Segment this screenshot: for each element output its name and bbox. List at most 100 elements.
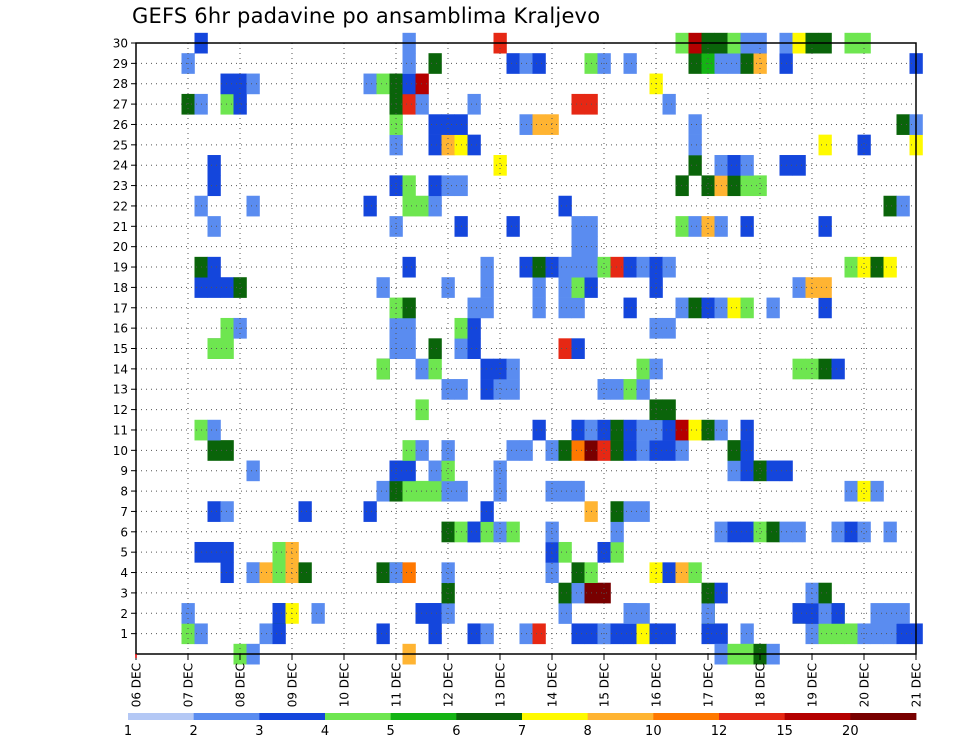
heatmap-cell bbox=[610, 541, 624, 563]
heatmap-cell bbox=[246, 73, 260, 95]
heatmap-cell bbox=[883, 195, 897, 217]
heatmap-cell bbox=[545, 114, 559, 135]
heatmap-cell bbox=[740, 155, 754, 176]
heatmap-cell bbox=[675, 562, 689, 584]
heatmap-cell bbox=[805, 358, 819, 380]
heatmap-cell bbox=[792, 277, 806, 298]
heatmap-cell bbox=[896, 195, 910, 217]
heatmap-cell bbox=[493, 521, 507, 543]
heatmap-cell bbox=[480, 521, 494, 543]
heatmap-cell bbox=[610, 256, 624, 278]
heatmap-cell bbox=[415, 480, 429, 502]
heatmap-cell bbox=[220, 93, 234, 115]
heatmap-cell bbox=[441, 440, 455, 461]
heatmap-cell bbox=[506, 358, 520, 380]
heatmap-cell bbox=[571, 562, 585, 584]
heatmap-cell bbox=[597, 541, 611, 563]
heatmap-cell bbox=[662, 399, 676, 421]
x-tick-label: 19 DEC bbox=[806, 663, 820, 707]
heatmap-cell bbox=[545, 256, 559, 278]
y-tick-label: 27 bbox=[113, 98, 128, 112]
heatmap-cell bbox=[740, 521, 754, 543]
heatmap-cell bbox=[402, 73, 416, 95]
heatmap-cell bbox=[480, 297, 494, 319]
heatmap-cell bbox=[597, 256, 611, 278]
heatmap-cell bbox=[636, 501, 650, 522]
heatmap-cell bbox=[220, 338, 234, 359]
heatmap-cell bbox=[441, 134, 455, 156]
heatmap-cell bbox=[467, 338, 481, 359]
heatmap-cell bbox=[675, 297, 689, 319]
x-tick-label: 09 DEC bbox=[286, 663, 300, 707]
heatmap-cell bbox=[740, 440, 754, 461]
heatmap-cell bbox=[402, 338, 416, 359]
heatmap-cell bbox=[363, 73, 377, 95]
heatmap-cell bbox=[727, 521, 741, 543]
heatmap-cell bbox=[415, 603, 429, 624]
heatmap-cell bbox=[285, 541, 299, 563]
heatmap-cell bbox=[610, 440, 624, 461]
heatmap-cell bbox=[558, 603, 572, 624]
x-tick-label: 20 DEC bbox=[858, 663, 872, 707]
heatmap-cell bbox=[701, 175, 715, 197]
heatmap-cell bbox=[571, 480, 585, 502]
heatmap-cell bbox=[675, 175, 689, 197]
heatmap-cell bbox=[376, 358, 390, 380]
x-tick-label: 07 DEC bbox=[182, 663, 196, 707]
heatmap-cell bbox=[662, 256, 676, 278]
heatmap-cell bbox=[532, 297, 546, 319]
heatmap-cell bbox=[428, 175, 442, 197]
heatmap-cell bbox=[571, 440, 585, 461]
heatmap-cell bbox=[597, 440, 611, 461]
heatmap-cell bbox=[441, 562, 455, 584]
colorbar-segment bbox=[850, 713, 917, 720]
heatmap-cell bbox=[207, 216, 221, 237]
x-tick-label: 18 DEC bbox=[754, 663, 768, 707]
colorbar-segment bbox=[259, 713, 326, 720]
heatmap-cell bbox=[480, 623, 494, 645]
y-tick-label: 6 bbox=[120, 525, 128, 539]
y-tick-label: 14 bbox=[113, 362, 128, 376]
colorbar-segment bbox=[522, 713, 589, 720]
heatmap-cell bbox=[532, 623, 546, 645]
heatmap-cell bbox=[688, 562, 702, 584]
heatmap-cell bbox=[636, 379, 650, 400]
colorbar-label: 7 bbox=[518, 724, 526, 739]
heatmap-cell bbox=[298, 501, 312, 522]
heatmap-cell bbox=[272, 623, 286, 645]
heatmap-cell bbox=[766, 521, 780, 543]
heatmap-cell bbox=[818, 358, 832, 380]
heatmap-cell bbox=[805, 277, 819, 298]
heatmap-cell bbox=[636, 256, 650, 278]
heatmap-cell bbox=[753, 175, 767, 197]
heatmap-cell bbox=[402, 175, 416, 197]
heatmap-cell bbox=[571, 582, 585, 604]
y-tick-label: 9 bbox=[120, 464, 128, 478]
y-tick-label: 20 bbox=[113, 240, 128, 254]
heatmap-cell bbox=[402, 93, 416, 115]
heatmap-cell bbox=[441, 175, 455, 197]
heatmap-cell bbox=[688, 134, 702, 156]
heatmap-cell bbox=[753, 521, 767, 543]
heatmap-cell bbox=[207, 501, 221, 522]
heatmap-cell bbox=[272, 562, 286, 584]
heatmap-cell bbox=[532, 53, 546, 74]
heatmap-cell bbox=[493, 379, 507, 400]
heatmap-cell bbox=[662, 562, 676, 584]
heatmap-cell bbox=[636, 603, 650, 624]
heatmap-cell bbox=[870, 623, 884, 645]
x-tick-label: 15 DEC bbox=[598, 663, 612, 707]
heatmap-cell bbox=[480, 256, 494, 278]
heatmap-cell bbox=[558, 440, 572, 461]
heatmap-cell bbox=[571, 236, 585, 258]
heatmap-cell bbox=[623, 419, 637, 441]
y-tick-label: 18 bbox=[113, 281, 128, 295]
colorbar-label: 3 bbox=[255, 724, 263, 739]
heatmap-cell bbox=[857, 521, 871, 543]
heatmap-cell bbox=[818, 216, 832, 237]
heatmap-cell bbox=[480, 379, 494, 400]
heatmap-cell bbox=[246, 195, 260, 217]
colorbar-segment bbox=[193, 713, 260, 720]
y-tick-label: 19 bbox=[113, 261, 128, 275]
colorbar-label: 20 bbox=[842, 724, 859, 739]
